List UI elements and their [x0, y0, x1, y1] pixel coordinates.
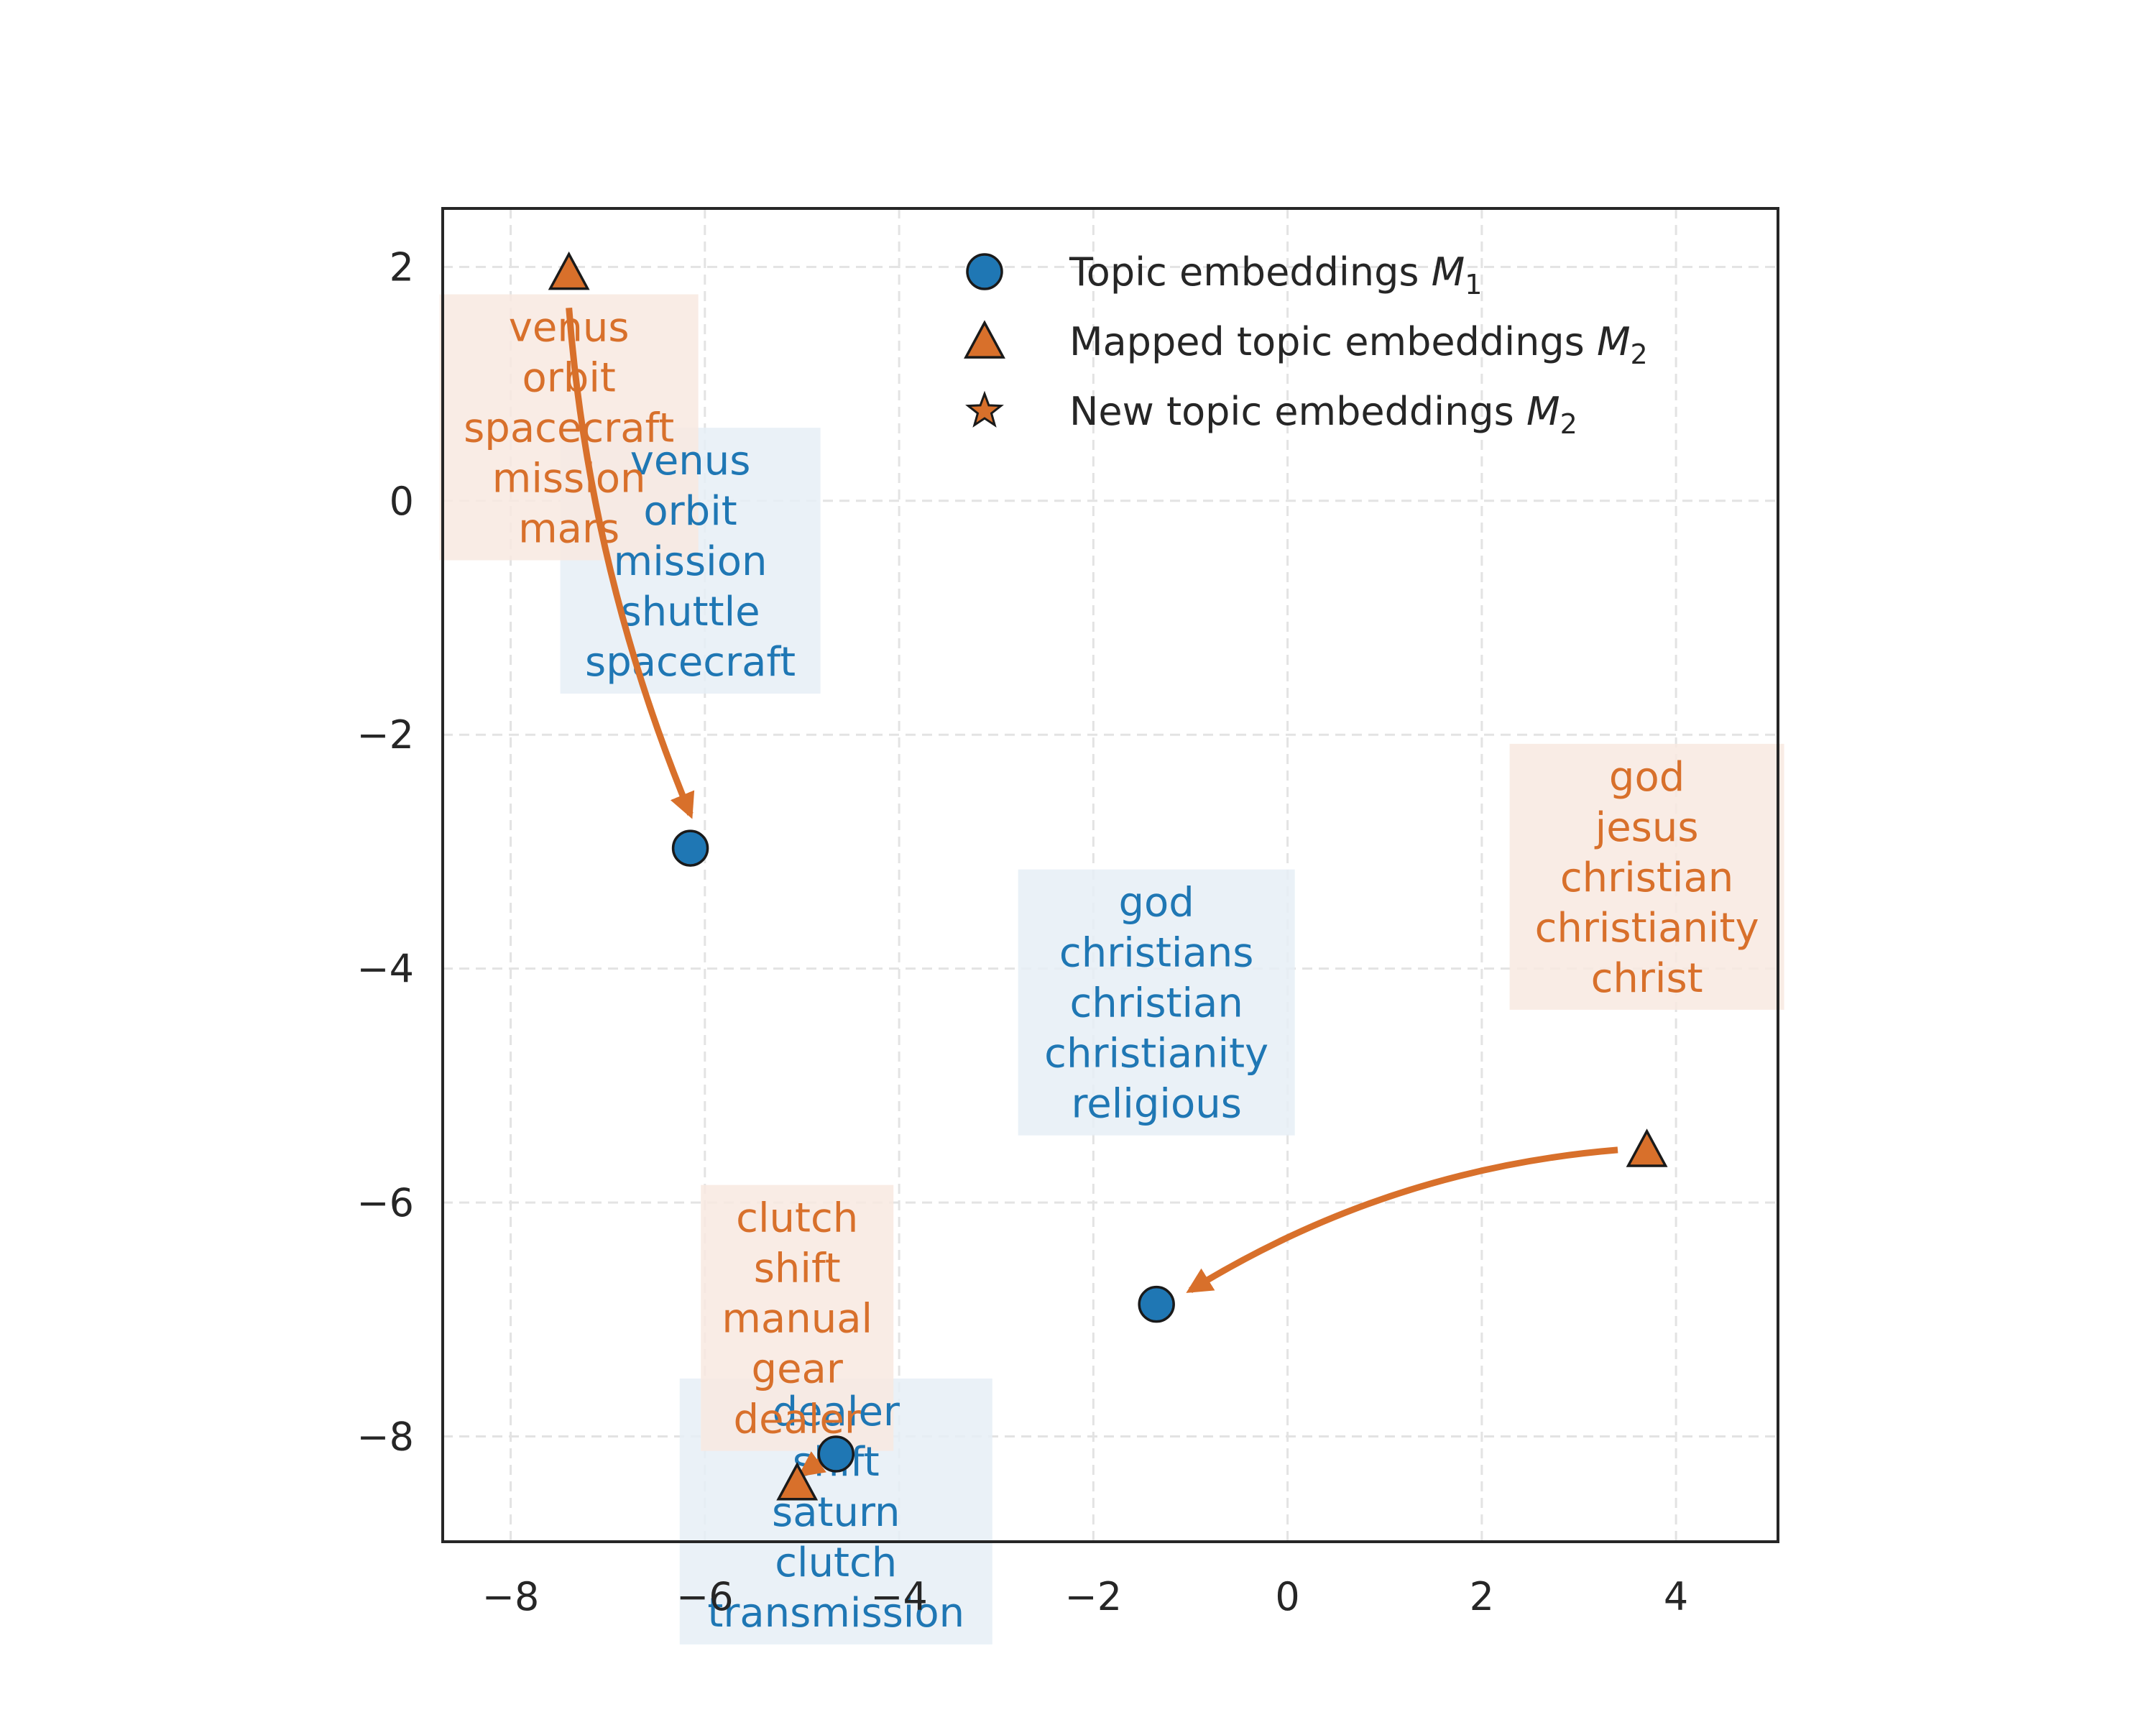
legend-label: Mapped topic embeddings M2	[1069, 319, 1648, 370]
mapping-arrow	[1186, 1146, 1618, 1293]
mapping-arrow	[566, 307, 695, 819]
label-boxes	[439, 294, 1784, 1644]
topic-word: transmission	[707, 1590, 964, 1637]
y-tick-label: 0	[390, 479, 414, 524]
topic-word: christians	[1059, 930, 1254, 977]
topic-word: christian	[1560, 855, 1733, 901]
topic-word: shuttle	[621, 589, 760, 635]
legend-label: Topic embeddings M1	[1069, 249, 1482, 300]
topic-word: christian	[1069, 980, 1243, 1027]
legend-circle-marker	[966, 253, 1003, 290]
topic-word: christ	[1591, 955, 1703, 1002]
topic-word: god	[1609, 754, 1685, 801]
mapped-point-m2	[548, 251, 590, 290]
y-tick-label: −2	[356, 712, 414, 758]
topic-word: orbit	[522, 354, 615, 401]
mapped-point-m2	[1626, 1128, 1668, 1167]
topic-point-m1	[671, 829, 709, 867]
topic-word: shift	[754, 1246, 841, 1292]
y-tick-label: −4	[356, 947, 414, 992]
y-tick-label: 2	[390, 244, 414, 290]
topic-word: venus	[630, 438, 751, 484]
x-tick-label: 0	[1275, 1574, 1299, 1619]
topic-word: spacecraft	[585, 639, 796, 686]
x-tick-label: −8	[482, 1574, 540, 1619]
x-tick-label: −4	[870, 1574, 928, 1619]
topic-word: jesus	[1594, 804, 1699, 851]
topic-word: religious	[1071, 1081, 1241, 1128]
x-tick-label: 4	[1664, 1574, 1688, 1619]
x-tick-label: −2	[1065, 1574, 1123, 1619]
topic-label-box	[1509, 743, 1784, 1010]
mapped-point-m2	[776, 1461, 819, 1501]
topic-point-m1	[817, 1435, 855, 1473]
topic-word: clutch	[775, 1540, 897, 1586]
topic-word: mission	[492, 455, 646, 502]
legend-star-marker	[965, 390, 1004, 428]
topic-word: dealer	[734, 1397, 862, 1443]
plot-frame	[441, 207, 1779, 1543]
topic-word: mission	[614, 538, 768, 585]
topic-point-m1	[1138, 1285, 1175, 1323]
x-tick-label: −6	[676, 1574, 734, 1619]
topic-word: christianity	[1535, 905, 1759, 952]
topic-word: orbit	[643, 488, 737, 535]
topic-label-box	[1018, 869, 1295, 1136]
topic-word: gear	[752, 1346, 844, 1393]
topic-word: christianity	[1044, 1031, 1268, 1077]
legend-triangle-marker	[964, 320, 1005, 359]
y-tick-label: −8	[356, 1414, 414, 1460]
legend-label: New topic embeddings M2	[1069, 389, 1577, 440]
y-tick-label: −6	[356, 1180, 414, 1225]
legend: Topic embeddings M1 Mapped topic embeddin…	[964, 249, 1648, 440]
topic-word: dealer	[773, 1389, 900, 1435]
topic-word: spacecraft	[464, 405, 674, 451]
topic-word: clutch	[736, 1195, 858, 1242]
topic-word: god	[1119, 880, 1194, 926]
axis-ticks: −8 −6 −4 −2 0 2 4 −8 −6 −4 −2 0 2	[356, 244, 1688, 1619]
data-points	[548, 251, 1668, 1501]
topic-word: manual	[722, 1296, 872, 1343]
topic-label-box	[701, 1184, 894, 1451]
topic-words: venusorbitmissionshuttlespacecraftgodchr…	[464, 304, 1759, 1636]
x-tick-label: 2	[1470, 1574, 1494, 1619]
